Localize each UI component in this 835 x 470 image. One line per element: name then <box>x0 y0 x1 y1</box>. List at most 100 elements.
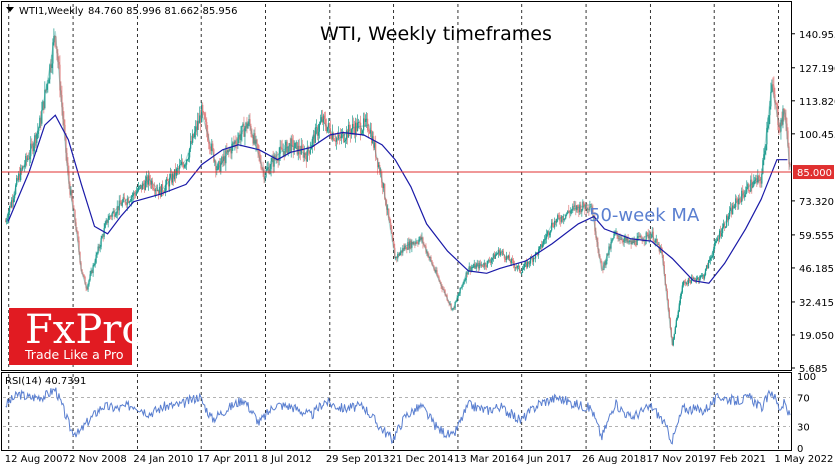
candle-body <box>393 241 395 248</box>
candle-body <box>105 219 107 224</box>
candle-body <box>121 201 123 206</box>
candle-body <box>587 209 589 210</box>
candle-body <box>642 240 644 242</box>
candle-body <box>589 206 591 210</box>
candle-body <box>473 263 475 268</box>
candle-body <box>200 115 202 123</box>
candle-body <box>314 127 316 143</box>
candle-body <box>51 63 53 68</box>
candle-body <box>528 263 531 265</box>
candle-body <box>741 190 743 203</box>
level-price-label: 85.000 <box>797 168 832 179</box>
candle-body <box>149 180 152 185</box>
candle-body <box>163 191 166 193</box>
candle-body <box>760 181 762 184</box>
candle-body <box>463 280 465 284</box>
candle-body <box>667 299 669 310</box>
date-tick-label: 7 Feb 2021 <box>710 454 766 465</box>
candle-body <box>49 64 51 80</box>
candle-body <box>252 136 254 144</box>
candle-body <box>389 217 391 223</box>
candle-body <box>524 262 527 264</box>
candle-body <box>69 183 71 195</box>
candle-body <box>721 233 723 237</box>
candle-body <box>712 249 715 256</box>
candle-body <box>445 294 447 296</box>
candle-body <box>151 180 154 188</box>
candle-body <box>733 205 735 208</box>
candle-body <box>292 140 294 150</box>
candle-body <box>31 143 33 145</box>
candle-body <box>217 164 219 170</box>
candle-body <box>637 236 639 238</box>
candle-body <box>373 136 375 148</box>
candle-body <box>626 237 628 241</box>
candle-body <box>315 127 317 129</box>
candle-body <box>129 201 131 202</box>
date-tick-label: 26 Aug 2018 <box>582 454 646 465</box>
candle-body <box>574 205 576 207</box>
candle-body <box>375 142 377 158</box>
candle-body <box>32 143 34 152</box>
candle-body <box>240 134 242 141</box>
candle-body <box>400 250 402 254</box>
date-tick-label: 21 Dec 2014 <box>390 454 454 465</box>
candle-body <box>236 143 238 146</box>
candle-body <box>79 252 81 263</box>
candle-body <box>316 127 318 136</box>
candle-body <box>579 204 581 213</box>
candle-body <box>621 238 623 241</box>
candle-body <box>176 168 179 170</box>
candle-body <box>309 149 311 154</box>
candle-body <box>167 181 170 187</box>
candle-body <box>628 241 630 243</box>
candle-body <box>282 151 284 152</box>
candle-body <box>328 123 331 129</box>
candle-body <box>369 131 371 134</box>
candle-body <box>377 158 379 168</box>
candle-body <box>543 240 545 245</box>
candle-body <box>101 235 103 239</box>
candle-body <box>501 251 503 253</box>
candle-body <box>451 308 453 310</box>
candle-body <box>727 215 729 221</box>
candle-body <box>117 206 119 211</box>
candle-body <box>242 123 244 126</box>
candle-body <box>57 53 59 62</box>
candle-body <box>108 216 110 220</box>
candle-body <box>493 253 495 259</box>
candle-body <box>286 141 288 154</box>
candle-body <box>138 186 140 188</box>
candle-body <box>765 144 767 151</box>
candle-body <box>710 257 713 259</box>
candle-body <box>128 201 130 203</box>
candle-body <box>194 131 196 138</box>
candle-body <box>700 275 703 277</box>
candle-body <box>482 266 484 268</box>
candle-body <box>487 260 489 261</box>
candle-body <box>322 115 324 123</box>
candle-body <box>414 243 416 245</box>
candle-body <box>324 119 327 127</box>
candle-body <box>86 288 88 290</box>
candle-body <box>789 164 791 166</box>
candle-body <box>436 270 438 276</box>
candle-body <box>142 183 144 186</box>
candle-body <box>529 257 532 264</box>
candle-body <box>773 85 775 95</box>
candle-body <box>106 219 108 223</box>
candle-body <box>104 223 106 228</box>
candle-body <box>534 252 537 259</box>
candle-body <box>43 101 45 109</box>
candle-body <box>553 226 555 228</box>
candle-body <box>70 190 72 195</box>
candle-body <box>564 218 566 220</box>
candle-body <box>402 247 404 253</box>
candle-body <box>321 117 323 123</box>
candle-body <box>486 260 488 267</box>
candle-body <box>206 122 208 132</box>
candle-body <box>331 132 334 140</box>
candle-body <box>158 187 161 195</box>
candle-body <box>84 277 86 285</box>
candle-body <box>278 153 280 161</box>
